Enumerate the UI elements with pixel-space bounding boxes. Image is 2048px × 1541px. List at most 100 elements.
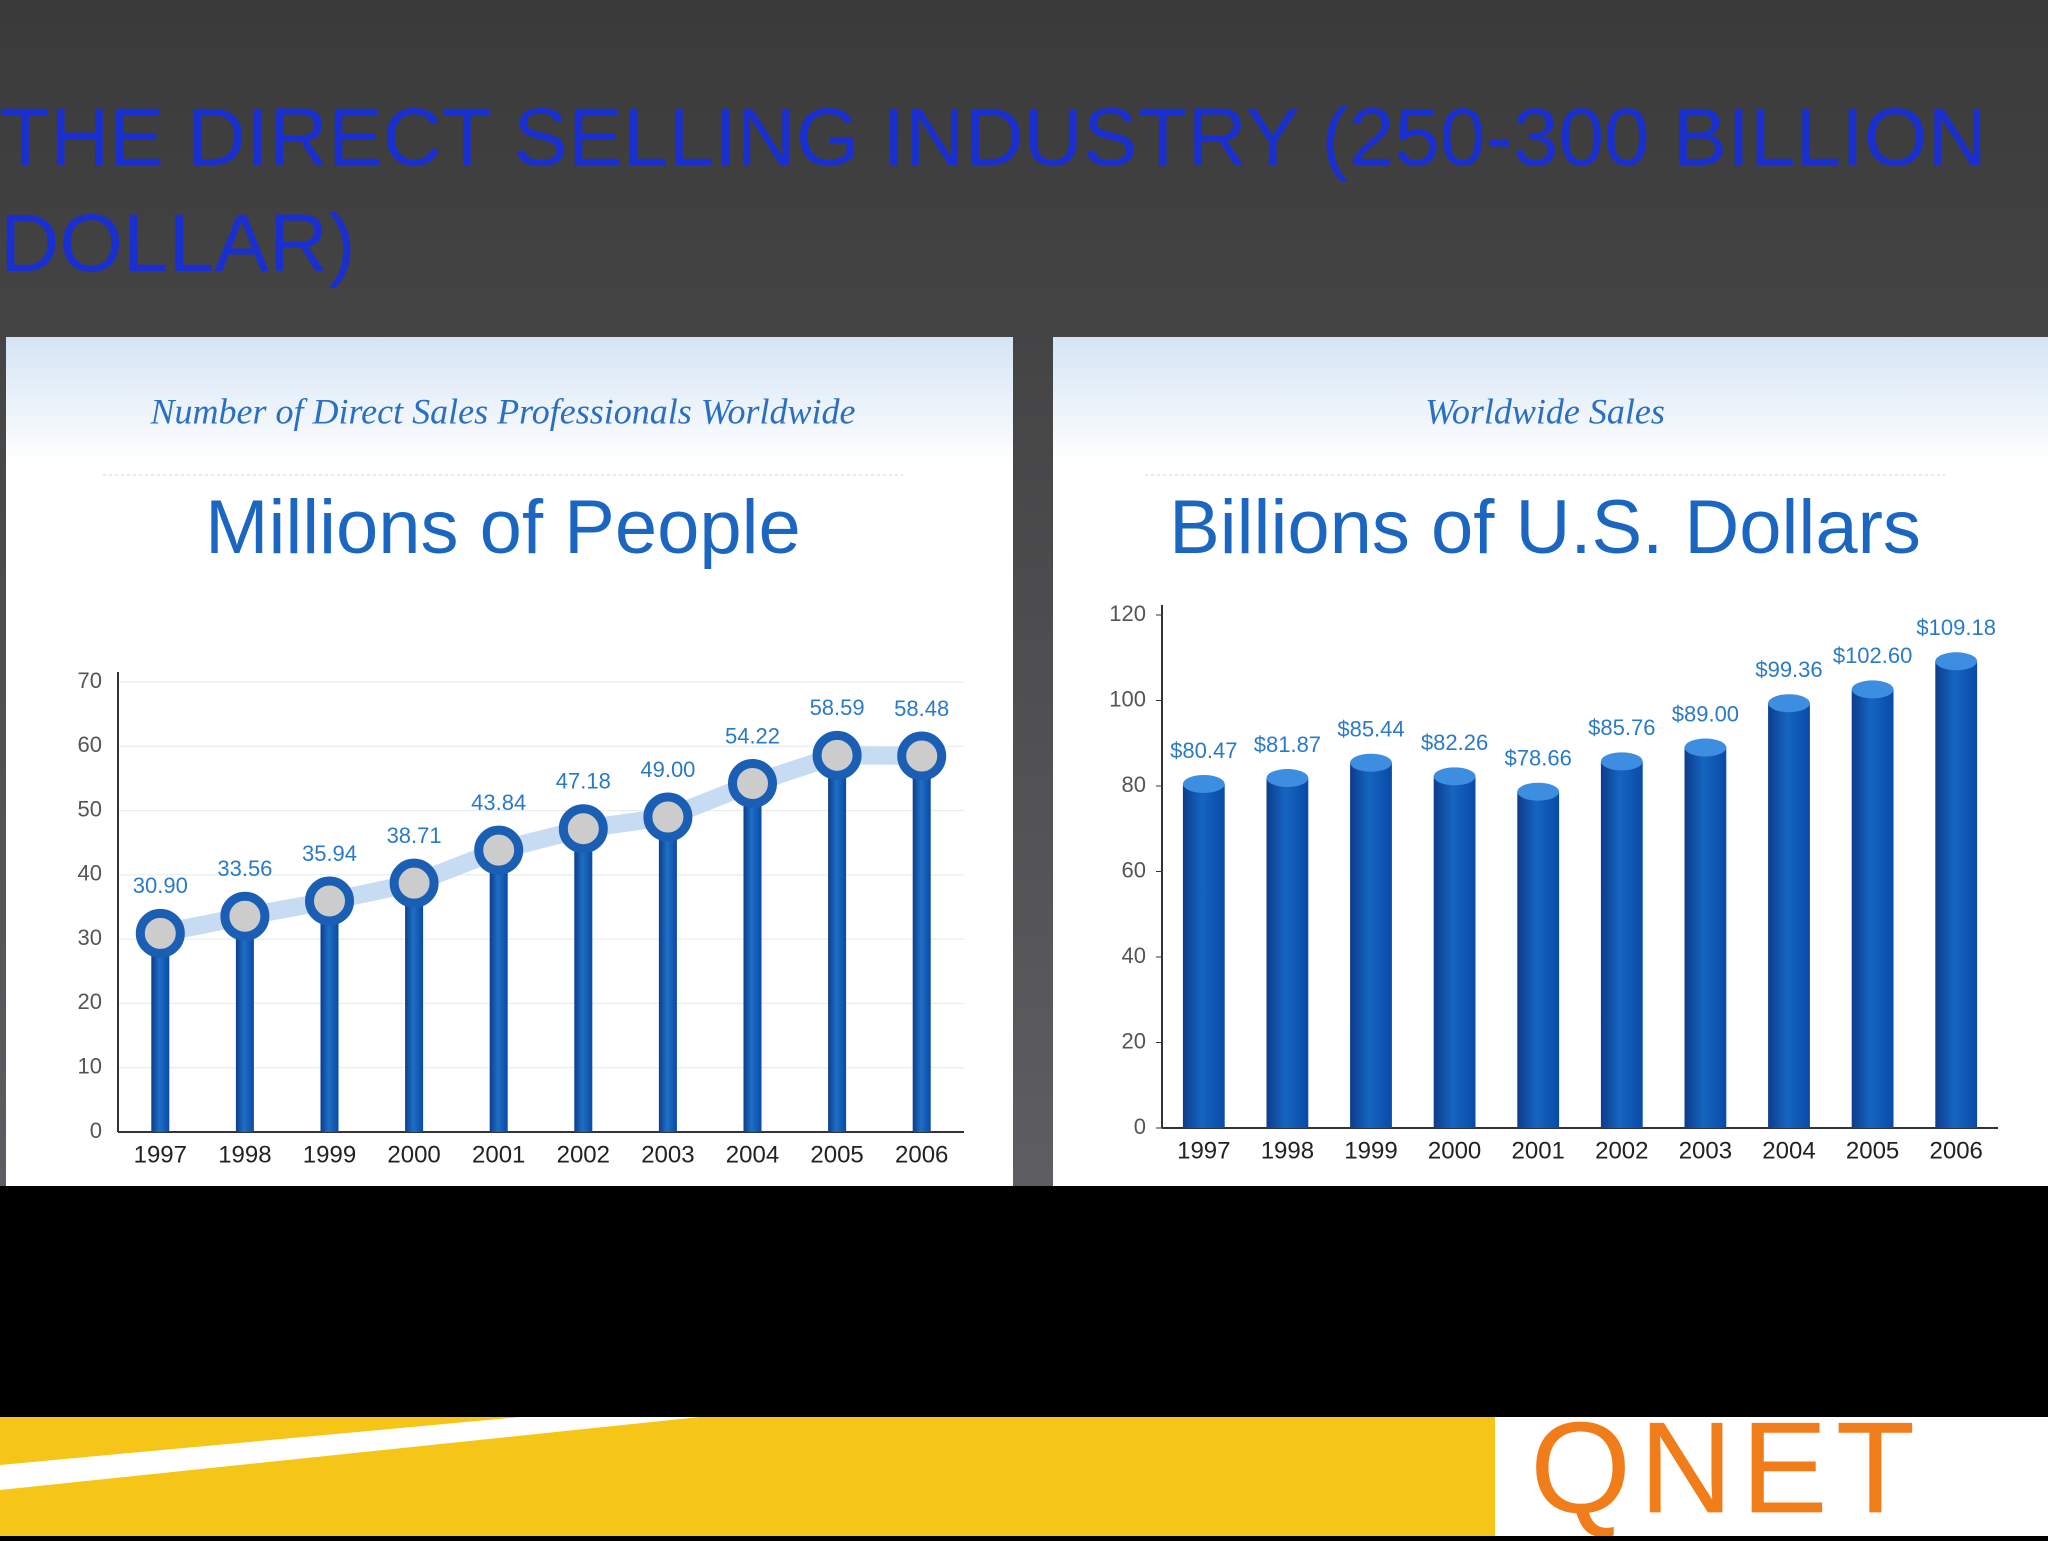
marker xyxy=(728,758,777,808)
y-tick-label: 70 xyxy=(78,668,102,693)
bar-cap xyxy=(1266,769,1309,788)
marker xyxy=(220,891,270,941)
bar xyxy=(1182,783,1225,1128)
chart-title: Number of Direct Sales Professionals Wor… xyxy=(150,391,856,431)
bar-cap xyxy=(1433,767,1476,786)
y-tick-label: 120 xyxy=(1109,601,1146,626)
marker xyxy=(389,858,439,908)
x-tick-label: 2002 xyxy=(1595,1137,1648,1164)
x-tick-label: 2003 xyxy=(641,1141,694,1168)
x-tick-label: 2000 xyxy=(387,1141,440,1168)
bar xyxy=(1684,747,1727,1128)
stem xyxy=(320,900,339,1132)
stem xyxy=(151,933,170,1132)
value-label: $85.44 xyxy=(1337,717,1404,742)
bar xyxy=(1350,762,1392,1128)
slide-title: THE DIRECT SELLING INDUSTRY (250-300 BIL… xyxy=(0,92,1987,289)
value-label: 58.48 xyxy=(894,696,949,721)
value-label: 47.18 xyxy=(556,769,611,794)
marker xyxy=(812,730,862,780)
y-tick-label: 10 xyxy=(78,1054,102,1079)
title-box: THE DIRECT SELLING INDUSTRY (250-300 BIL… xyxy=(0,92,1987,289)
bar-cap xyxy=(1600,752,1643,771)
stem xyxy=(405,883,424,1132)
marker xyxy=(305,876,354,926)
y-tick-label: 20 xyxy=(78,989,102,1014)
white-swoosh xyxy=(0,1417,700,1490)
value-label: $85.76 xyxy=(1588,715,1655,740)
stem xyxy=(912,756,931,1132)
bar-cap xyxy=(1182,774,1225,793)
bar xyxy=(1851,689,1894,1128)
bar xyxy=(1517,791,1560,1128)
bar xyxy=(1768,703,1810,1128)
x-tick-label: 1998 xyxy=(218,1141,271,1168)
chart-title: Worldwide Sales xyxy=(1425,391,1665,431)
x-tick-label: 1997 xyxy=(1177,1137,1230,1164)
stem xyxy=(489,850,508,1132)
bar xyxy=(1266,778,1309,1128)
x-tick-label: 1997 xyxy=(134,1141,187,1168)
value-label: 49.00 xyxy=(640,757,695,782)
bar-cap xyxy=(1768,694,1810,713)
value-label: $99.36 xyxy=(1755,657,1822,682)
stem xyxy=(235,916,254,1132)
y-tick-label: 20 xyxy=(1122,1028,1146,1053)
marker xyxy=(474,825,524,875)
y-tick-label: 0 xyxy=(1134,1114,1146,1139)
y-tick-label: 40 xyxy=(78,861,102,886)
value-label: 58.59 xyxy=(810,695,865,720)
x-tick-label: 1999 xyxy=(303,1141,356,1168)
y-tick-label: 100 xyxy=(1109,686,1146,711)
x-tick-label: 2004 xyxy=(726,1141,779,1168)
y-tick-label: 30 xyxy=(78,925,102,950)
value-label: 35.94 xyxy=(302,841,357,866)
x-tick-label: 2001 xyxy=(472,1141,525,1168)
marker xyxy=(558,804,608,854)
x-tick-label: 2006 xyxy=(895,1141,948,1168)
stem xyxy=(828,755,847,1132)
bar-cap xyxy=(1350,753,1392,772)
black-band xyxy=(0,1186,2048,1417)
value-label: $89.00 xyxy=(1672,701,1739,726)
bar xyxy=(1600,761,1643,1128)
x-tick-label: 2006 xyxy=(1930,1137,1983,1164)
bar-cap xyxy=(1517,782,1560,801)
y-tick-label: 50 xyxy=(78,796,102,821)
connector-line xyxy=(158,746,922,943)
bar-cap xyxy=(1851,680,1894,699)
x-tick-label: 2001 xyxy=(1512,1137,1565,1164)
value-label: $80.47 xyxy=(1170,738,1237,763)
value-label: $78.66 xyxy=(1505,746,1572,771)
x-tick-label: 2004 xyxy=(1762,1137,1815,1164)
y-tick-label: 40 xyxy=(1122,943,1146,968)
marker xyxy=(897,731,947,781)
bar xyxy=(1433,776,1476,1128)
x-tick-label: 2003 xyxy=(1679,1137,1732,1164)
value-label: $82.26 xyxy=(1421,730,1488,755)
yellow-band xyxy=(0,1417,1495,1536)
chart-subtitle: Millions of People xyxy=(205,485,801,570)
value-label: $102.60 xyxy=(1833,643,1913,668)
logo: QNET xyxy=(1530,1394,1923,1536)
value-label: $109.18 xyxy=(1916,615,1996,640)
bar xyxy=(1935,661,1978,1128)
x-tick-label: 2000 xyxy=(1428,1137,1481,1164)
value-label: 30.90 xyxy=(133,873,188,898)
bar-cap xyxy=(1684,738,1727,757)
bar-cap xyxy=(1935,652,1978,671)
value-label: 33.56 xyxy=(217,856,272,881)
chart-subtitle: Billions of U.S. Dollars xyxy=(1169,485,1921,570)
stem xyxy=(574,828,593,1132)
value-label: 43.84 xyxy=(471,790,526,815)
y-tick-label: 0 xyxy=(90,1118,102,1143)
y-tick-label: 60 xyxy=(78,732,102,757)
logo-bg xyxy=(1495,1417,2048,1536)
y-tick-label: 60 xyxy=(1122,857,1146,882)
x-tick-label: 2005 xyxy=(810,1141,863,1168)
marker xyxy=(643,792,693,842)
value-label: $81.87 xyxy=(1254,732,1321,757)
x-tick-label: 1998 xyxy=(1261,1137,1314,1164)
